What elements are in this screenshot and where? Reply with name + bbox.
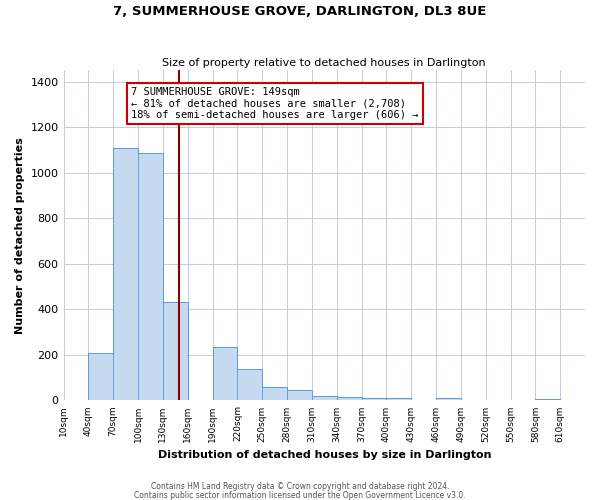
Text: 7, SUMMERHOUSE GROVE, DARLINGTON, DL3 8UE: 7, SUMMERHOUSE GROVE, DARLINGTON, DL3 8U… xyxy=(113,5,487,18)
Bar xyxy=(238,368,262,400)
Bar xyxy=(163,302,188,400)
Bar xyxy=(88,352,113,401)
X-axis label: Distribution of detached houses by size in Darlington: Distribution of detached houses by size … xyxy=(158,450,491,460)
Bar xyxy=(212,347,238,401)
Text: 7 SUMMERHOUSE GROVE: 149sqm
← 81% of detached houses are smaller (2,708)
18% of : 7 SUMMERHOUSE GROVE: 149sqm ← 81% of det… xyxy=(131,86,419,120)
Bar xyxy=(287,390,312,400)
Bar xyxy=(386,398,411,400)
Bar xyxy=(262,387,287,400)
Title: Size of property relative to detached houses in Darlington: Size of property relative to detached ho… xyxy=(163,58,486,68)
Bar xyxy=(113,148,138,400)
Text: Contains public sector information licensed under the Open Government Licence v3: Contains public sector information licen… xyxy=(134,490,466,500)
Bar xyxy=(138,154,163,400)
Bar xyxy=(312,396,337,400)
Bar xyxy=(362,398,386,400)
Bar xyxy=(436,398,461,400)
Bar xyxy=(337,397,362,400)
Text: Contains HM Land Registry data © Crown copyright and database right 2024.: Contains HM Land Registry data © Crown c… xyxy=(151,482,449,491)
Y-axis label: Number of detached properties: Number of detached properties xyxy=(15,137,25,334)
